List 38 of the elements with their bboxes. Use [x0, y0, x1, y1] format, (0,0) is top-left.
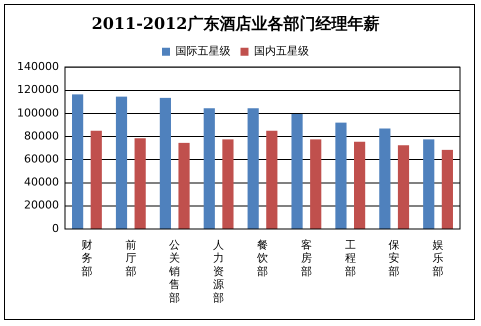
- x-tick-label: 保安部: [388, 238, 400, 278]
- legend-label: 国际五星级: [176, 44, 230, 58]
- y-tick-label: 140000: [16, 60, 59, 74]
- x-tick-label: 公关销售部: [168, 238, 180, 304]
- x-tick-label: 人力资源部: [213, 238, 224, 304]
- bar: [160, 98, 171, 228]
- x-tick-label: 财务部: [81, 238, 92, 278]
- y-tick-label: 100000: [16, 106, 59, 120]
- y-tick-label: 120000: [16, 83, 59, 96]
- bar: [134, 138, 146, 228]
- legend-label: 国内五星级: [254, 44, 309, 58]
- bar: [72, 94, 84, 228]
- bar: [291, 114, 303, 228]
- bar: [398, 145, 410, 228]
- y-tick-label: 40000: [24, 176, 59, 189]
- x-tick-label: 前厅部: [125, 238, 136, 278]
- bar: [310, 139, 322, 228]
- bar: [442, 150, 453, 228]
- bar: [90, 130, 102, 228]
- y-tick-label: 20000: [24, 198, 59, 212]
- y-tick-label: 60000: [24, 152, 59, 166]
- bar: [379, 128, 390, 228]
- bar: [354, 142, 366, 228]
- bar: [335, 122, 347, 228]
- y-tick-label: 80000: [24, 129, 59, 142]
- y-tick-label: 0: [52, 222, 59, 235]
- bar: [116, 96, 128, 228]
- x-tick-label: 娱乐部: [432, 238, 444, 278]
- bar: [423, 139, 434, 228]
- bar: [178, 142, 190, 228]
- chart-title: 2011-2012广东酒店业各部门经理年薪: [92, 14, 380, 33]
- x-tick-label: 工程部: [344, 238, 356, 278]
- x-tick-label: 客房部: [300, 238, 312, 278]
- bar: [248, 108, 259, 228]
- bar: [222, 139, 234, 228]
- x-tick-label: 餐饮部: [256, 238, 268, 278]
- bar: [204, 108, 215, 228]
- bar: [266, 130, 278, 228]
